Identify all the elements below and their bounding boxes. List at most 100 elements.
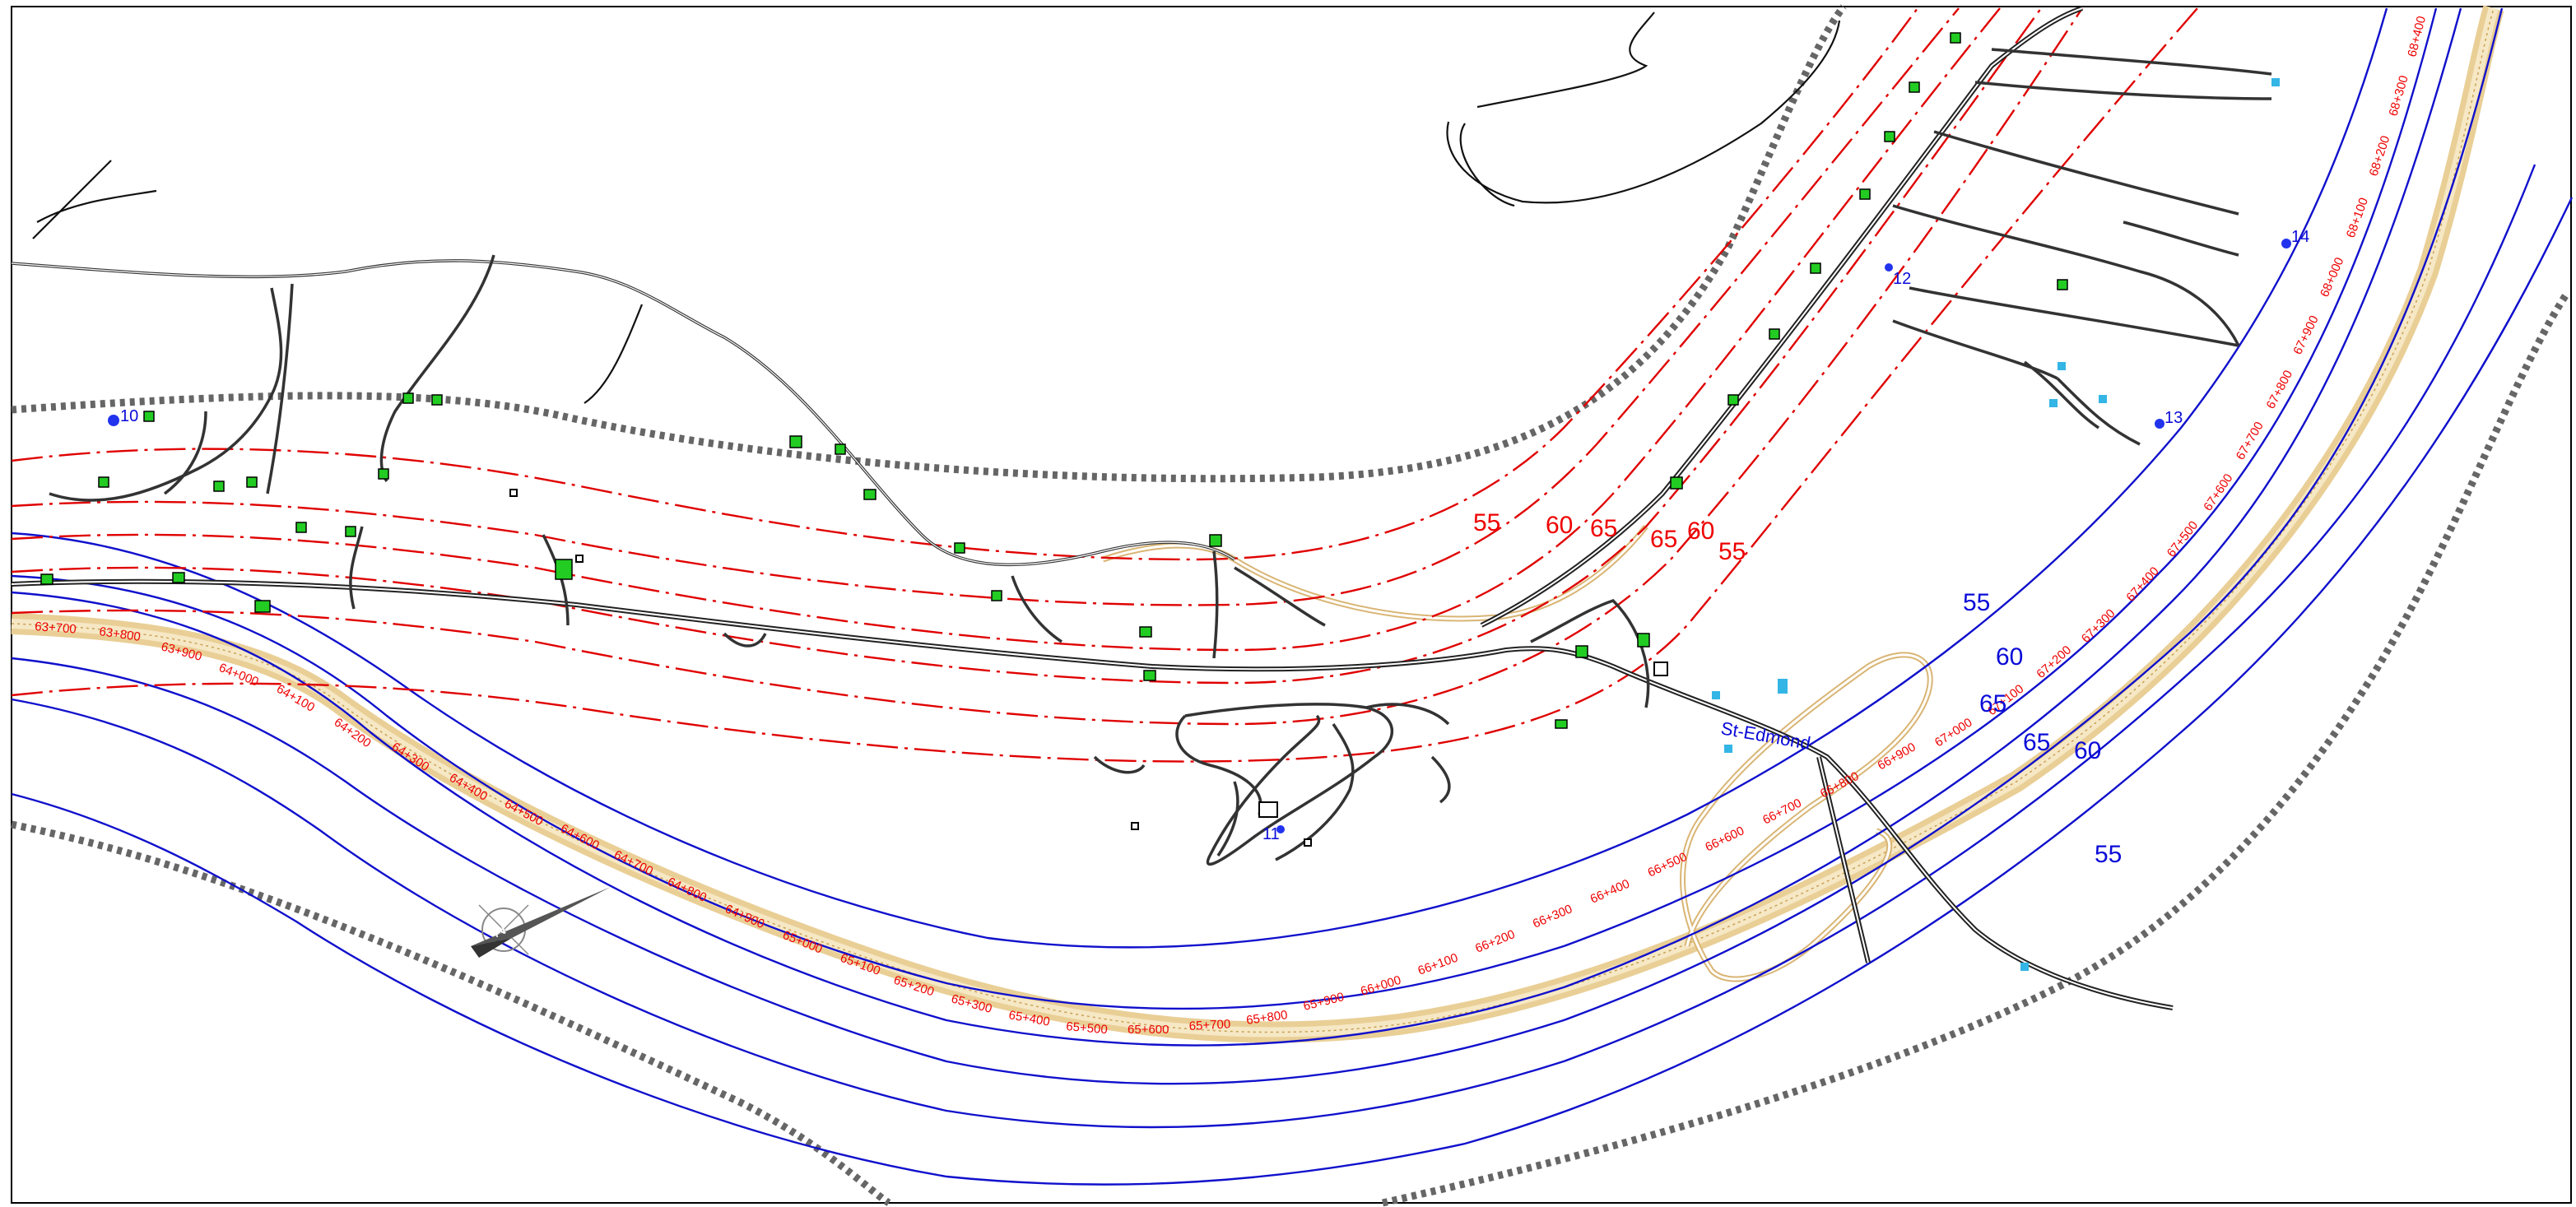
chainage-label: 66+400 xyxy=(1588,877,1632,907)
building xyxy=(575,555,584,563)
building xyxy=(1143,670,1156,681)
chainage-label: 66+200 xyxy=(1473,927,1517,956)
isophone-label-blue: 65 xyxy=(1979,690,2006,717)
building xyxy=(1909,81,1920,93)
chainage-label: 67+700 xyxy=(2234,420,2267,462)
building xyxy=(246,476,258,488)
building xyxy=(789,435,802,448)
chainage-label: 67+900 xyxy=(2290,313,2321,357)
building xyxy=(1653,662,1668,676)
campground-loops xyxy=(723,632,1451,866)
building xyxy=(835,443,846,455)
building xyxy=(172,572,185,583)
north-arrow-icon: N xyxy=(471,887,611,958)
building xyxy=(1131,822,1139,830)
building xyxy=(254,600,271,613)
chainage-label: 66+000 xyxy=(1359,973,1402,999)
building xyxy=(555,559,573,580)
building xyxy=(1727,394,1739,406)
point-marker xyxy=(1885,263,1893,272)
chainage-label: 68+100 xyxy=(2344,196,2371,239)
chainage-label: 63+800 xyxy=(98,624,141,644)
point-marker xyxy=(2281,239,2291,248)
building xyxy=(1139,626,1152,638)
point-label: 11 xyxy=(1262,825,1280,843)
building xyxy=(402,392,414,404)
isophones-projected xyxy=(11,7,2574,1186)
building xyxy=(1304,838,1312,847)
building xyxy=(1859,188,1871,200)
isophone-label-red: 65 xyxy=(1650,526,1677,553)
isophones-existing xyxy=(11,7,2198,763)
chainage-label: 67+400 xyxy=(2123,564,2161,605)
building xyxy=(1670,476,1683,490)
building xyxy=(98,476,109,488)
building xyxy=(863,489,876,500)
point-label: 14 xyxy=(2291,228,2309,246)
chainage-label: 66+700 xyxy=(1760,796,1804,827)
isophone-labels-blue: 55 60 65 65 60 55 xyxy=(1963,589,2122,868)
point-marker xyxy=(1276,825,1285,833)
chainage-label: 66+100 xyxy=(1416,951,1460,978)
building xyxy=(1555,719,1568,729)
building xyxy=(2049,399,2058,407)
local-roads xyxy=(11,48,2272,708)
isophone-label-blue: 55 xyxy=(2095,841,2122,868)
isophone-label-red: 55 xyxy=(1718,538,1746,565)
building xyxy=(1769,328,1780,340)
chainage-label: 67+300 xyxy=(2079,606,2118,646)
chainage-label: 67+800 xyxy=(2264,368,2296,411)
building xyxy=(378,468,389,480)
isophone-label-red: 60 xyxy=(1546,512,1573,539)
chainage-label: 67+600 xyxy=(2201,471,2235,513)
building xyxy=(1258,801,1278,818)
chainage-label: 66+600 xyxy=(1703,824,1746,854)
map-frame xyxy=(11,6,2572,1204)
isophone-labels-red: 55 60 65 65 60 55 xyxy=(1473,509,1746,565)
isophone-label-red: 60 xyxy=(1687,518,1714,545)
measurement-points: 10 11 12 13 14 xyxy=(108,228,2309,843)
building xyxy=(1575,645,1588,658)
building xyxy=(1209,534,1222,547)
point-label: 12 xyxy=(1893,270,1911,288)
chainage-label: 65+600 xyxy=(1128,1023,1169,1037)
chainage-label: 65+700 xyxy=(1188,1017,1230,1033)
building xyxy=(2020,963,2029,971)
chainage-label: 67+500 xyxy=(2164,518,2201,559)
isophone-label-blue: 60 xyxy=(1996,643,2023,671)
building xyxy=(431,394,443,406)
isophone-label-blue: 55 xyxy=(1963,589,1990,616)
projected-highway xyxy=(11,5,2504,1043)
building xyxy=(1724,745,1732,753)
chainage-label: 65+800 xyxy=(1245,1008,1288,1028)
building xyxy=(1810,262,1821,274)
building xyxy=(1778,679,1788,694)
chainage-label: 67+200 xyxy=(2034,643,2074,681)
isophone-label-blue: 60 xyxy=(2074,737,2101,764)
study-limit-south xyxy=(11,290,2571,1207)
building xyxy=(295,522,307,533)
building xyxy=(40,573,53,585)
chainage-label: 63+700 xyxy=(35,620,77,636)
building xyxy=(345,526,356,537)
point-label: 10 xyxy=(120,407,138,425)
building xyxy=(2099,395,2107,403)
building xyxy=(509,489,518,497)
building xyxy=(1637,633,1650,648)
isophone-label-red: 65 xyxy=(1590,515,1617,542)
chainage-label: 66+300 xyxy=(1531,902,1574,931)
building xyxy=(2058,362,2066,370)
chainage-label: 65+500 xyxy=(1066,1019,1109,1037)
isophone-label-blue: 65 xyxy=(2023,729,2050,756)
river-shorelines xyxy=(32,12,1841,404)
point-label: 13 xyxy=(2164,409,2183,427)
building xyxy=(2057,279,2068,290)
building xyxy=(213,480,225,492)
building xyxy=(1884,131,1895,142)
building xyxy=(991,590,1002,601)
chainage-label: 67+000 xyxy=(1932,716,1975,750)
building xyxy=(143,411,155,422)
building xyxy=(1950,32,1961,44)
main-road xyxy=(11,6,2174,1010)
